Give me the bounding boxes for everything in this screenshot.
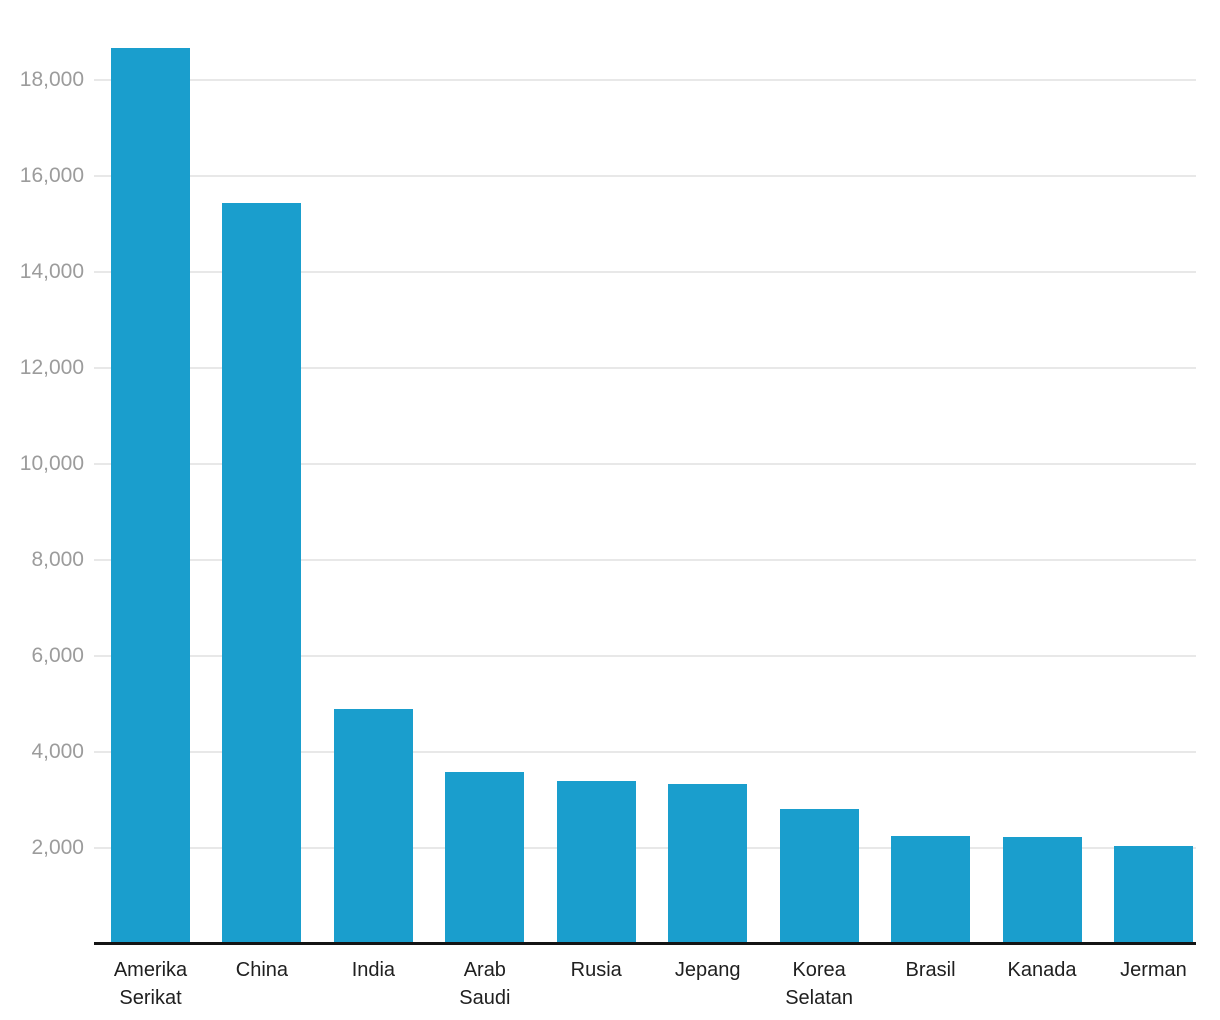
bar-china — [222, 202, 302, 944]
y-gridline — [94, 367, 1196, 370]
y-gridline — [94, 847, 1196, 850]
y-gridline — [94, 751, 1196, 754]
y-tick-label: 18,000 — [19, 68, 84, 92]
y-gridline — [94, 655, 1196, 658]
bar-india — [333, 709, 413, 944]
y-tick-label: 8,000 — [31, 548, 84, 572]
bar-jerman — [1113, 846, 1193, 944]
x-axis-label: India — [351, 959, 396, 981]
y-tick-label: 14,000 — [19, 260, 84, 284]
y-tick-label: 6,000 — [31, 644, 84, 668]
y-tick-label: 4,000 — [31, 740, 84, 764]
x-axis-label: Jepang — [674, 959, 741, 981]
x-axis-label: Korea Selatan — [785, 959, 854, 1009]
bar-kanada — [1002, 836, 1082, 944]
x-axis-label: China — [235, 959, 289, 981]
bar-korea-selatan — [779, 809, 859, 944]
x-axis-labels: Amerika Serikat China India Arab Saudi Rusia… — [111, 956, 1193, 1012]
bar-arab-saudi — [445, 772, 525, 944]
y-tick-label: 16,000 — [19, 164, 84, 188]
y-tick-label: 10,000 — [19, 452, 84, 476]
y-gridline — [94, 79, 1196, 82]
bar-jepang — [668, 784, 748, 944]
x-axis-line — [94, 942, 1196, 945]
x-axis-label: Amerika Serikat — [113, 959, 188, 1009]
y-gridline — [94, 463, 1196, 466]
bar-rusia — [556, 780, 636, 944]
y-gridline — [94, 271, 1196, 274]
y-gridline — [94, 559, 1196, 562]
y-gridline — [94, 175, 1196, 178]
bar-amerika-serikat — [111, 47, 190, 944]
x-axis-label: Rusia — [570, 959, 622, 981]
plot-area: 2,000 4,000 6,000 8,000 10,000 12,000 14,000 16… — [20, 0, 1196, 945]
y-tick-label: 2,000 — [31, 836, 84, 860]
bar-brasil — [891, 836, 971, 944]
bars-row — [111, 0, 1193, 944]
y-tick-label: 12,000 — [19, 356, 84, 380]
x-axis-label: Brasil — [905, 959, 956, 981]
x-axis-label: Kanada — [1007, 959, 1077, 981]
x-axis-label: Jerman — [1120, 959, 1187, 981]
x-axis-label: Arab Saudi — [459, 959, 511, 1009]
